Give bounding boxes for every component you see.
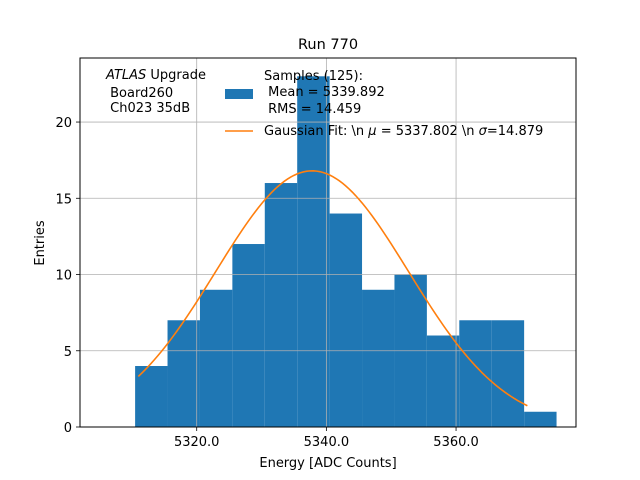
- x-tick-label: 5340.0: [304, 435, 350, 450]
- y-tick-label: 0: [64, 421, 72, 436]
- annotation-upgrade: Upgrade: [146, 68, 206, 83]
- y-tick-label: 10: [55, 269, 72, 284]
- histogram-bar: [167, 320, 200, 427]
- x-tick-label: 5320.0: [174, 435, 220, 450]
- y-tick-label: 5: [64, 345, 72, 360]
- y-tick-label: 20: [55, 116, 72, 131]
- legend-hist-line-3: RMS = 14.459: [264, 102, 361, 117]
- histogram-bar: [459, 320, 492, 427]
- legend-hist-line-1: Samples (125):: [264, 69, 363, 84]
- x-tick-label: 5360.0: [433, 435, 479, 450]
- x-axis-label: Energy [ADC Counts]: [259, 456, 396, 471]
- histogram-bar: [297, 76, 330, 428]
- legend: Samples (125): Mean = 5339.892 RMS = 14.…: [225, 69, 543, 139]
- legend-fit-label: Gaussian Fit: \n μ = 5337.802 \n σ=14.87…: [264, 124, 543, 139]
- legend-fit-mu: μ: [367, 124, 376, 139]
- atlas-annotation: ATLAS Upgrade Board260 Ch023 35dB: [105, 68, 206, 116]
- legend-fit-mid: = 5337.802 \n: [377, 124, 479, 139]
- histogram-bar: [199, 289, 233, 427]
- histogram-bar: [362, 289, 395, 427]
- histogram-bar: [426, 335, 460, 427]
- histogram-bar: [264, 183, 298, 427]
- legend-hist-swatch: [225, 89, 253, 99]
- chart-title: Run 770: [298, 37, 358, 53]
- histogram-bar: [232, 244, 265, 427]
- legend-fit-prefix: Gaussian Fit: \n: [264, 124, 368, 139]
- histogram-bar: [524, 411, 557, 427]
- y-axis-label: Entries: [33, 220, 48, 266]
- annotation-line-2: Board260: [106, 86, 173, 101]
- y-tick-label: 15: [55, 192, 72, 207]
- legend-fit-sigma: σ: [479, 124, 488, 139]
- histogram-bar: [329, 213, 363, 427]
- legend-fit-suffix: =14.879: [487, 124, 543, 139]
- gaussian-fit-curve: [137, 170, 528, 407]
- plot-frame: [79, 57, 577, 428]
- axis-ticks: 5320.0 5340.0 5360.0 0 5 10 15 20: [55, 116, 478, 450]
- histogram-bar: [135, 366, 168, 427]
- histogram-bars: [80, 58, 576, 428]
- annotation-line-3: Ch023 35dB: [106, 101, 190, 116]
- legend-hist-line-2: Mean = 5339.892: [264, 85, 385, 100]
- fit-line: [137, 170, 528, 407]
- annotation-line-1: ATLAS Upgrade: [105, 68, 206, 83]
- annotation-atlas: ATLAS: [105, 68, 146, 83]
- histogram-bar: [491, 320, 525, 427]
